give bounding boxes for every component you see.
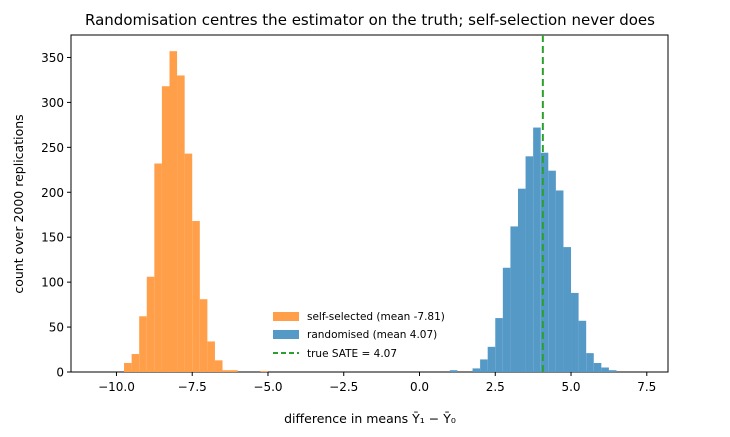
legend-swatch-randomised [273, 330, 299, 339]
bar-self-selected-7 [177, 75, 185, 372]
bar-self-selected-0 [124, 363, 132, 372]
y-tick-label: 100 [41, 276, 64, 290]
histogram-bars [124, 51, 617, 373]
y-tick-label: 50 [49, 321, 64, 335]
bar-randomised-18 [601, 367, 609, 372]
y-tick-label: 0 [56, 366, 64, 380]
bar-randomised-4 [495, 318, 503, 372]
bar-self-selected-6 [169, 51, 178, 373]
y-axis-title: count over 2000 replications [11, 114, 26, 293]
y-tick-label: 300 [41, 96, 64, 110]
legend-label-self-selected: self-selected (mean -7.81) [307, 311, 445, 323]
bar-self-selected-15 [260, 371, 268, 372]
bar-randomised-13 [563, 247, 572, 372]
bar-randomised-16 [586, 353, 594, 372]
bar-self-selected-3 [146, 276, 155, 372]
plot-frame [70, 34, 669, 373]
plot-area: −10.0 −7.5 −5.0 −2.5 0.0 2.5 5.0 7.5 0 50 100 150 2… [41, 34, 669, 394]
bar-randomised-8 [525, 156, 534, 372]
bar-randomised-1 [472, 368, 481, 372]
x-axis-title: difference in means Ȳ₁ − Ȳ₀ [284, 411, 456, 426]
y-tick-label: 350 [41, 51, 64, 65]
x-tick-label: 2.5 [486, 380, 505, 394]
bar-self-selected-5 [161, 86, 170, 372]
legend-swatch-self-selected [273, 312, 299, 321]
bar-randomised-2 [480, 359, 488, 372]
bar-randomised-6 [510, 226, 518, 372]
bar-randomised-11 [548, 170, 556, 372]
y-tick-label: 150 [41, 231, 64, 245]
bar-self-selected-12 [214, 360, 223, 372]
bar-randomised-10 [540, 152, 549, 372]
x-tick-label: 0.0 [410, 380, 429, 394]
bar-randomised-9 [533, 127, 541, 372]
bar-randomised-14 [571, 292, 579, 372]
bar-self-selected-9 [192, 221, 200, 372]
x-tick-label: 5.0 [561, 380, 580, 394]
bar-randomised-12 [555, 190, 564, 372]
x-tick-label: −7.5 [178, 380, 207, 394]
bar-self-selected-14 [230, 370, 238, 372]
legend-label-randomised: randomised (mean 4.07) [307, 329, 437, 341]
bar-self-selected-13 [222, 370, 231, 372]
bar-self-selected-1 [131, 354, 140, 372]
bar-randomised-19 [608, 370, 617, 372]
chart-title: Randomisation centres the estimator on t… [85, 11, 655, 29]
bar-randomised-3 [487, 346, 496, 372]
y-tick-label: 200 [41, 186, 64, 200]
x-tick-label: −5.0 [253, 380, 282, 394]
legend: self-selected (mean -7.81) randomised (m… [273, 311, 445, 360]
bar-self-selected-8 [184, 153, 193, 372]
x-axis-ticks: −10.0 −7.5 −5.0 −2.5 0.0 2.5 5.0 7.5 [98, 372, 656, 394]
x-tick-label: 7.5 [637, 380, 656, 394]
bar-randomised-7 [517, 188, 526, 372]
bar-self-selected-10 [199, 299, 208, 372]
bar-self-selected-4 [154, 163, 162, 372]
bar-self-selected-2 [139, 316, 147, 372]
bar-randomised-17 [593, 363, 602, 372]
x-tick-label: −10.0 [98, 380, 135, 394]
bar-self-selected-11 [207, 341, 215, 372]
bar-randomised-5 [502, 267, 511, 372]
legend-label-true-sate: true SATE = 4.07 [307, 348, 397, 360]
bar-randomised-0 [449, 370, 458, 372]
x-tick-label: −2.5 [329, 380, 358, 394]
y-axis-ticks: 0 50 100 150 200 250 300 350 [41, 51, 71, 380]
y-tick-label: 250 [41, 141, 64, 155]
bar-randomised-15 [578, 320, 587, 372]
